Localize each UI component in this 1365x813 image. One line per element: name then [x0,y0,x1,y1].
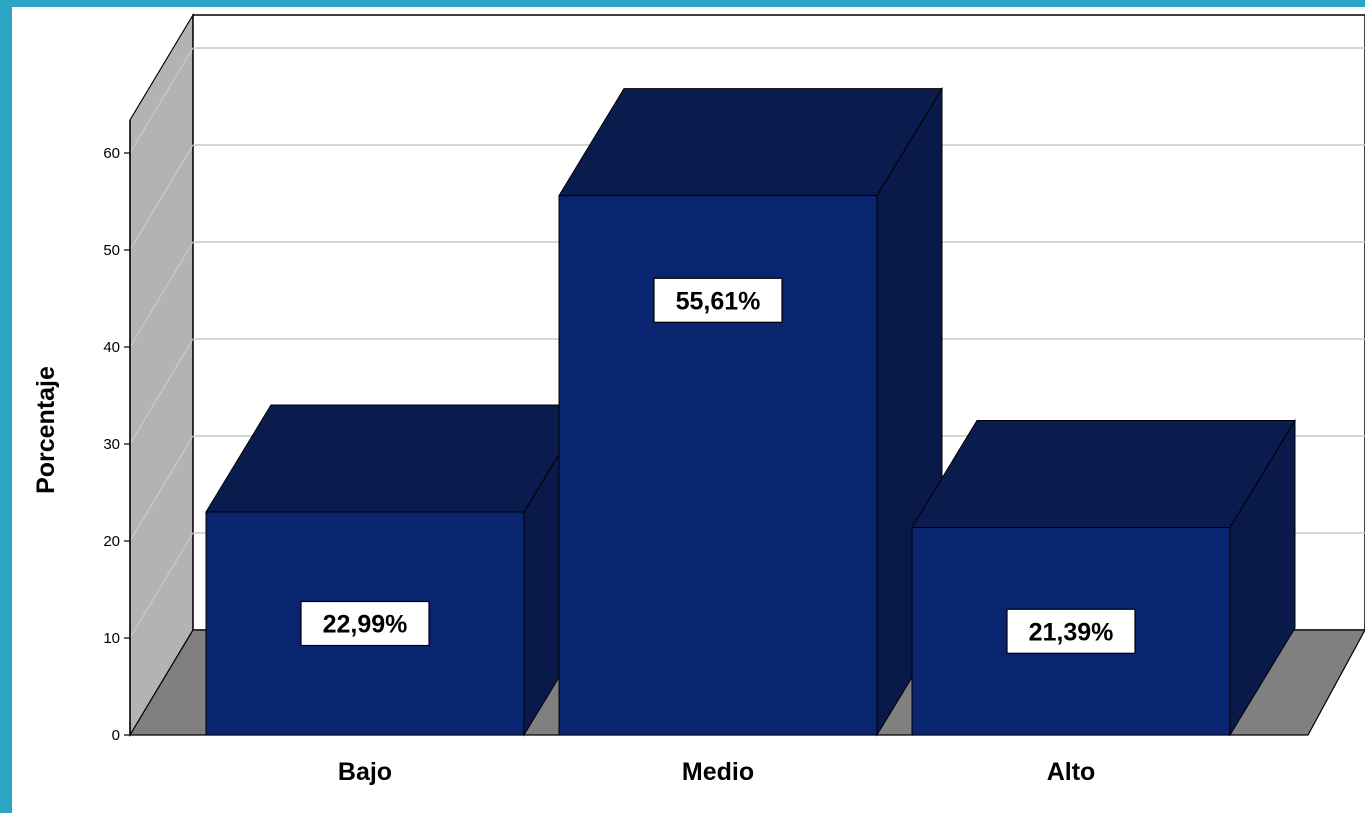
gridline-side [129,532,194,639]
y-tick-label: 20 [103,533,120,550]
gridline-side [129,241,194,348]
gridline-side [129,144,194,251]
category-label: Medio [682,758,754,786]
side-wall [129,12,194,738]
y-tick-label: 40 [103,339,120,356]
bars [205,86,1296,737]
y-axis-title: Porcentaje [32,366,60,494]
category-label: Alto [1047,758,1096,786]
y-axis: 0 10 20 30 40 50 60 [103,120,131,744]
labels: 22,99% Bajo 55,61% Medio 21,39% Alto [300,277,1136,786]
y-tick-label: 50 [103,242,120,259]
data-label: 21,39% [1029,618,1114,646]
y-tick-label: 60 [103,145,120,162]
data-label-box [653,277,783,323]
data-label: 22,99% [323,610,408,638]
data-label: 55,61% [676,287,761,315]
bar-medio-top [558,88,943,197]
category-label: Bajo [338,758,392,786]
y-tick-label: 10 [103,630,120,647]
bar-bajo-top [205,404,590,513]
y-tick-label: 30 [103,436,120,453]
gridline-side [129,435,194,542]
data-label-box [300,600,430,647]
bar-alto-top [911,420,1296,529]
bar-medio-front [558,195,878,736]
gridline-side [129,47,194,154]
data-label-box [1006,608,1136,654]
gridline-side [129,338,194,445]
y-tick-label: 0 [112,727,120,744]
